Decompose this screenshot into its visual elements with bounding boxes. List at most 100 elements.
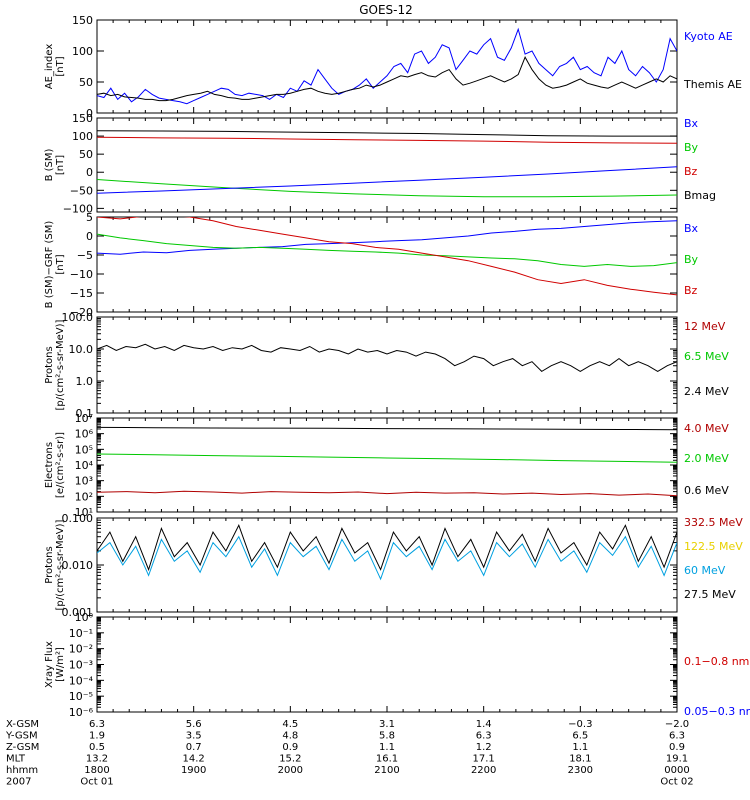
ephemeris-cell: 0000 — [664, 765, 689, 776]
ephemeris-cell: 1.2 — [476, 742, 492, 753]
ephemeris-cell: 5.6 — [186, 719, 202, 730]
ephemeris-cell: 1.1 — [572, 742, 588, 753]
ephemeris-cell: 3.5 — [186, 731, 202, 742]
y-axis-label: B (SM)−GRF (SM) — [44, 221, 55, 309]
panel-bdiff: −20 −15 −10 −5 0 5 B (SM)−GRF (SM) [nT] Bx By Bz — [44, 211, 699, 319]
y-tick-label: 10² — [75, 490, 93, 503]
series-line-4-0-mev — [97, 490, 677, 497]
y-tick-label: −20 — [70, 306, 93, 319]
y-tick-label: 1.0 — [76, 375, 94, 388]
ephemeris-cell: −0.3 — [568, 719, 592, 730]
y-tick-label: 50 — [79, 76, 93, 89]
y-tick-label: 10⁷ — [75, 412, 93, 425]
legend-entry: 12 MeV — [684, 320, 726, 333]
ephemeris-cell: 6.3 — [669, 731, 685, 742]
series-group — [97, 343, 677, 373]
y-tick-label: 10⁻² — [69, 643, 93, 656]
series-line-bmag — [97, 130, 677, 137]
panel-bsm: −100 −50 0 50 100 150 B (SM) [nT] Bx By Bz Bmag — [44, 112, 716, 215]
y-axis-label: B (SM) — [44, 148, 55, 181]
legend-entry: 0.05−0.3 nm — [684, 705, 750, 718]
legend-entry: By — [684, 253, 699, 266]
legend-entry: Themis AE — [683, 78, 742, 91]
y-axis-label: Protons — [44, 346, 55, 383]
legend-entry: 2.0 MeV — [684, 452, 729, 465]
series-line-bx — [97, 166, 677, 194]
ephemeris-cell: 0.5 — [89, 742, 105, 753]
y-tick-label: 10⁻⁵ — [69, 690, 93, 703]
y-tick-label: 10⁻³ — [69, 659, 93, 672]
series-line-themis-ae — [97, 56, 677, 102]
y-axis-label: AE_index — [44, 44, 55, 90]
y-tick-label: −5 — [77, 249, 93, 262]
y-tick-label: 10⁵ — [75, 443, 93, 456]
ephemeris-cell: 0.9 — [282, 742, 298, 753]
ephemeris-cell: 4.5 — [282, 719, 298, 730]
series-line-by — [97, 179, 677, 198]
legend-entry: Kyoto AE — [684, 30, 733, 43]
ephemeris-cell: 17.1 — [473, 754, 495, 765]
ephemeris-cell: 16.1 — [376, 754, 398, 765]
y-axis-label: [p/(cm²-s-sr-MeV)] — [55, 319, 66, 410]
legend-entry: Bx — [684, 117, 699, 130]
series-line-2-4-mev — [97, 343, 677, 373]
series-group — [97, 426, 677, 497]
y-tick-label: 10¹ — [75, 506, 93, 519]
panel-ae: 0 50 100 150 AE_index [nT] Kyoto AE Themis AE — [44, 14, 742, 120]
y-tick-label: 0 — [86, 166, 93, 179]
ephemeris-cell: 6.3 — [89, 719, 105, 730]
series-group — [97, 130, 677, 198]
ephemeris-cell: 0.9 — [669, 742, 685, 753]
y-tick-label: 0 — [86, 107, 93, 120]
panel-protons_low: 0.1 1.0 10.0 100.0 Protons [p/(cm²-s-sr-MeV)]… — [44, 311, 729, 420]
legend-entry: 4.0 MeV — [684, 422, 729, 435]
y-tick-label: 10⁻⁶ — [69, 706, 94, 719]
legend-entry: 60 MeV — [684, 564, 726, 577]
legend-entry: 2.4 MeV — [684, 385, 729, 398]
y-tick-label: 0.001 — [62, 606, 94, 619]
series-line-2-0-mev — [97, 453, 677, 463]
y-tick-label: 100.0 — [62, 311, 94, 324]
y-axis-label: [W/m²] — [55, 647, 66, 682]
panel-xray: 10⁻⁶ 10⁻⁵ 10⁻⁴ 10⁻³ 10⁻² 10⁻¹ 10⁰ Xray Flux [W/m… — [44, 611, 750, 719]
y-tick-label: 10.0 — [69, 343, 94, 356]
y-tick-label: 0 — [86, 230, 93, 243]
ephemeris-row-label: Y-GSM — [5, 731, 38, 742]
ephemeris-cell: 5.8 — [379, 731, 395, 742]
y-tick-label: 50 — [79, 148, 93, 161]
y-tick-label: 0.1 — [76, 407, 94, 420]
ephemeris-cell: 13.2 — [86, 754, 108, 765]
y-tick-label: 5 — [86, 211, 93, 224]
legend-entry: 122.5 MeV — [684, 540, 743, 553]
ephemeris-row-label: 2007 — [6, 777, 31, 788]
ephemeris-cell: 1800 — [84, 765, 109, 776]
y-tick-label: −15 — [70, 287, 93, 300]
ephemeris-cell: 6.5 — [572, 731, 588, 742]
y-tick-label: 0.100 — [62, 512, 94, 525]
series-line-0-6-mev — [97, 426, 677, 431]
y-tick-label: 10⁴ — [75, 459, 94, 472]
ephemeris-cell: 2300 — [568, 765, 593, 776]
ephemeris-cell: 2000 — [278, 765, 303, 776]
panel-frame — [96, 316, 678, 414]
legend-entry: By — [684, 141, 699, 154]
ephemeris-cell: Oct 01 — [80, 777, 113, 788]
panel-protons_high: 0.001 0.010 0.100 Protons [p/(cm²-s-sr-MeV)]… — [44, 512, 743, 619]
y-tick-label: 100 — [72, 130, 93, 143]
panel-frame — [96, 216, 678, 313]
y-axis-label: Xray Flux — [44, 641, 55, 688]
panel-electrons: 10¹ 10² 10³ 10⁴ 10⁵ 10⁶ 10⁷ Electrons [e/(cm²-s-… — [44, 412, 729, 519]
y-tick-label: 10⁰ — [75, 611, 94, 624]
ephemeris-cell: 6.3 — [476, 731, 492, 742]
ephemeris-cell: −2.0 — [665, 719, 689, 730]
y-tick-label: 10³ — [75, 475, 93, 488]
y-axis-label: [nT] — [55, 155, 66, 175]
legend-entry: Bmag — [684, 189, 716, 202]
ephemeris-row-label: hhmm — [6, 765, 38, 776]
y-tick-label: −100 — [63, 202, 93, 215]
panel-frame — [96, 19, 678, 114]
y-tick-label: 150 — [72, 112, 93, 125]
legend-entry: Bz — [684, 165, 698, 178]
panel-frame — [96, 117, 678, 213]
